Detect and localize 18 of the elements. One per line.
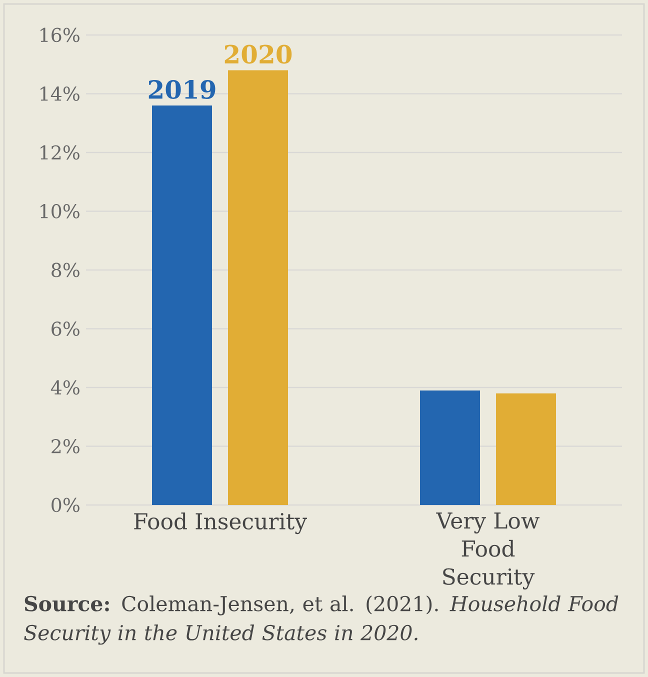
y-tick-label: 12% <box>40 145 80 160</box>
y-tick-label: 16% <box>40 28 80 42</box>
y-tick-label: 8% <box>52 262 80 278</box>
series-label: 2020 <box>224 44 292 64</box>
y-tick-label: 10% <box>40 204 80 218</box>
y-tick-label: 0% <box>52 498 80 512</box>
bar <box>420 390 480 505</box>
bar <box>152 105 212 505</box>
y-tick-label: 6% <box>52 322 80 336</box>
bar <box>496 393 556 505</box>
y-tick-label: 4% <box>50 380 80 395</box>
y-tick-label: 14% <box>40 86 80 101</box>
series-label: 2019 <box>148 80 216 99</box>
text: Source: Coleman-Jensen, et al. (2021). Household Food Security in the United States in 2020. <box>24 596 618 645</box>
x-tick-label: Food Insecurity <box>134 512 307 534</box>
x-tick-label: Very Low Food Security <box>436 512 540 590</box>
bar <box>228 70 288 505</box>
y-tick-label: 2% <box>52 439 80 454</box>
